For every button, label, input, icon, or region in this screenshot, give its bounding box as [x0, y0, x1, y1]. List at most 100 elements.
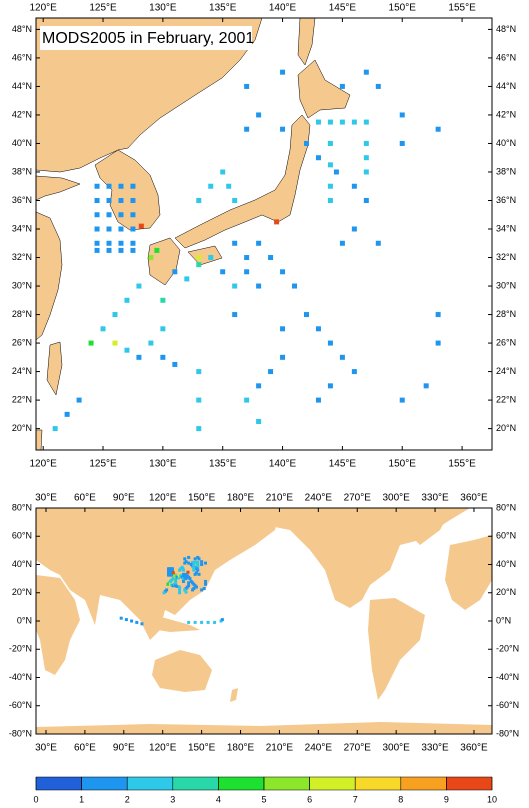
observation-cell — [363, 69, 369, 75]
observation-cell — [118, 226, 124, 232]
observation-cell — [303, 140, 309, 146]
observation-cell — [256, 418, 262, 424]
x-tick-label: 330°E — [421, 743, 449, 754]
observation-cell — [192, 568, 196, 572]
observation-cell — [130, 226, 136, 232]
x-tick-label: 270°E — [344, 743, 372, 754]
y-tick-label: 24°N — [12, 366, 32, 376]
observation-cell — [196, 369, 202, 375]
x-tick-label: 300°E — [382, 493, 410, 504]
x-tick-label: 180°E — [227, 493, 255, 504]
observation-cell — [200, 563, 204, 566]
observation-cell — [172, 361, 178, 367]
observation-cell — [183, 574, 187, 578]
colorbar-segment — [263, 776, 310, 791]
x-tick-label: 210°E — [266, 493, 294, 504]
observation-cell — [196, 560, 200, 564]
y-tick-label: 20°N — [496, 587, 516, 597]
observation-cell — [327, 162, 333, 168]
observation-cell — [135, 620, 139, 624]
x-tick-label: 140°E — [269, 459, 297, 470]
observation-cell — [187, 561, 191, 565]
observation-cell — [106, 226, 112, 232]
observation-cell — [138, 223, 144, 229]
observation-cell — [187, 581, 191, 585]
y-tick-label: 24°N — [496, 366, 516, 376]
map-title: MODS2005 in February, 2001 — [42, 30, 254, 47]
y-tick-label: 38°N — [496, 166, 516, 176]
x-tick-label: 155°E — [448, 3, 476, 14]
observation-cell — [160, 326, 166, 332]
top-land — [36, 18, 351, 450]
observation-cell — [76, 397, 82, 403]
observation-cell — [244, 269, 250, 275]
observation-cell — [183, 588, 187, 592]
y-tick-label: 26°N — [12, 337, 32, 347]
y-tick-label: -60°N — [9, 700, 32, 710]
observation-cell — [206, 620, 210, 624]
x-tick-label: 30°E — [35, 493, 57, 504]
observation-cell — [351, 183, 357, 189]
observation-cell — [280, 126, 286, 132]
observation-cell — [136, 354, 142, 360]
observation-cell — [202, 587, 206, 591]
observation-cell — [213, 620, 217, 624]
x-tick-label: 150°E — [188, 493, 216, 504]
x-tick-label: 120°E — [149, 493, 177, 504]
observation-cell — [160, 297, 166, 303]
y-tick-label: 46°N — [12, 52, 32, 62]
bottom-land — [36, 508, 492, 734]
observation-cell — [100, 326, 106, 332]
observation-cell — [363, 197, 369, 203]
observation-cell — [226, 183, 232, 189]
observation-cell — [130, 619, 134, 623]
colorbar-label: 7 — [353, 794, 358, 804]
observation-cell — [363, 140, 369, 146]
observation-cell — [333, 169, 339, 175]
observation-cell — [339, 83, 345, 89]
y-tick-label: 60°N — [12, 531, 32, 541]
y-tick-label: 32°N — [12, 252, 32, 262]
observation-cell — [208, 183, 214, 189]
observation-cell — [162, 591, 166, 595]
y-tick-label: 40°N — [12, 138, 32, 148]
colorbar-label: 9 — [444, 794, 449, 804]
observation-cell — [256, 112, 262, 118]
x-tick-label: 120°E — [30, 3, 58, 14]
observation-cell — [178, 568, 182, 572]
observation-cell — [256, 240, 262, 246]
observation-cell — [200, 560, 204, 564]
y-tick-label: 60°N — [496, 531, 516, 541]
observation-cell — [171, 571, 175, 575]
y-tick-label: 26°N — [496, 337, 516, 347]
observation-cell — [220, 169, 226, 175]
y-tick-label: 32°N — [496, 252, 516, 262]
colorbar-label: 1 — [79, 794, 84, 804]
observation-cell — [351, 369, 357, 375]
y-tick-label: 36°N — [12, 195, 32, 205]
observation-cell — [187, 575, 191, 579]
observation-cell — [193, 620, 197, 624]
y-tick-label: 38°N — [12, 166, 32, 176]
y-tick-label: 42°N — [12, 109, 32, 119]
observation-cell — [130, 247, 136, 253]
y-tick-label: 20°N — [496, 423, 516, 433]
observation-cell — [244, 83, 250, 89]
observation-cell — [244, 397, 250, 403]
observation-cell — [174, 578, 178, 582]
observation-cell — [315, 155, 321, 161]
observation-cell — [204, 582, 208, 586]
observation-cell — [327, 119, 333, 125]
observation-cell — [315, 397, 321, 403]
observation-cell — [315, 326, 321, 332]
colorbar-segment — [81, 776, 128, 791]
observation-cell — [292, 283, 298, 289]
observation-cell — [268, 255, 274, 261]
observation-cell — [435, 126, 441, 132]
observation-cell — [196, 197, 202, 203]
x-tick-label: 120°E — [149, 743, 177, 754]
observation-cell — [197, 557, 201, 561]
observation-cell — [435, 340, 441, 346]
y-tick-label: 22°N — [496, 394, 516, 404]
x-tick-label: 135°E — [209, 459, 237, 470]
